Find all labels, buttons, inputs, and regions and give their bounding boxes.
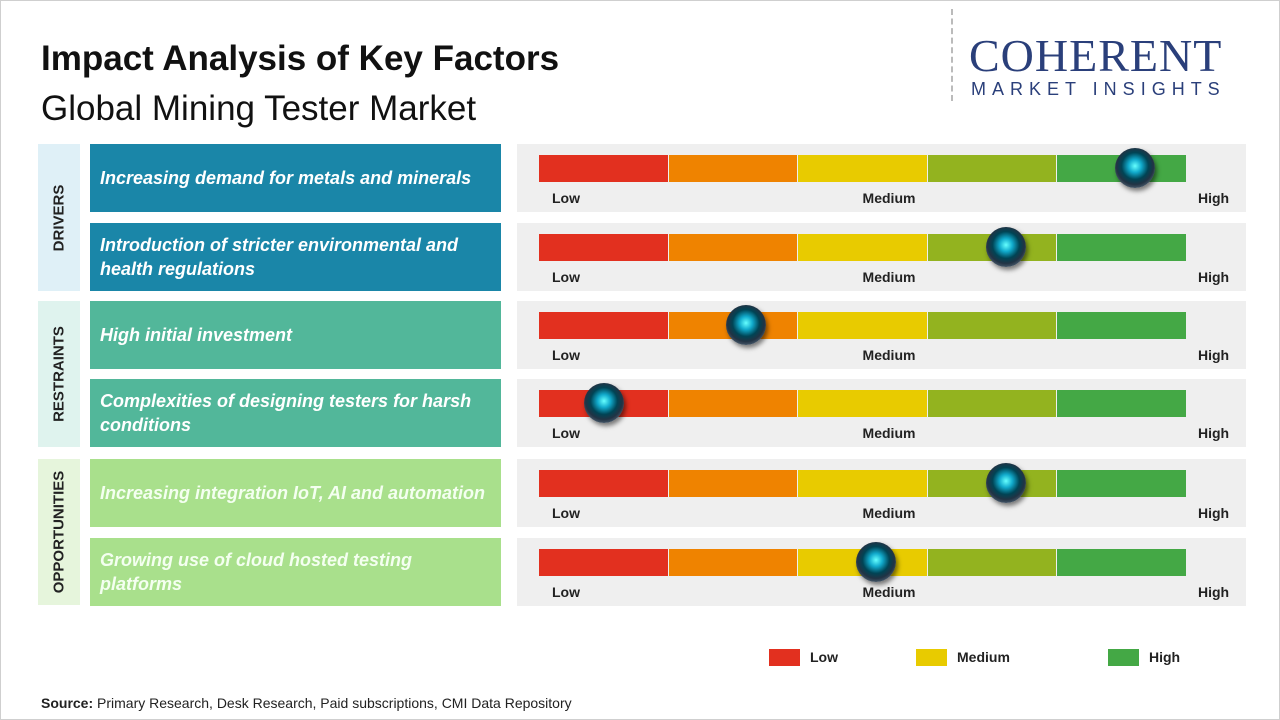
factor-box: Growing use of cloud hosted testing plat… xyxy=(90,538,501,606)
factor-text: Growing use of cloud hosted testing plat… xyxy=(100,550,413,594)
scale-label: Medium xyxy=(862,505,916,521)
impact-knob xyxy=(985,463,1026,503)
logo-name: COHERENT xyxy=(969,30,1223,81)
scale-label: High xyxy=(1198,425,1230,441)
scale-label: High xyxy=(1198,584,1230,600)
scale-segment xyxy=(927,312,1057,339)
scale-segment xyxy=(668,390,798,417)
scale-segment xyxy=(798,312,927,339)
scale-label: Medium xyxy=(862,269,916,285)
divider xyxy=(951,9,953,101)
factor-text: Increasing demand for metals and mineral… xyxy=(100,168,472,188)
scale-segment xyxy=(1057,390,1186,417)
scale-label: High xyxy=(1198,347,1230,363)
group-label-box: RESTRAINTS xyxy=(38,301,80,447)
scale-segment xyxy=(1057,470,1186,497)
scale-segment xyxy=(798,234,927,261)
scale-label: Low xyxy=(552,505,580,521)
scale-label: High xyxy=(1198,190,1230,206)
scale-label: Medium xyxy=(862,347,916,363)
factor-text: Introduction of stricter environmental a… xyxy=(100,235,459,279)
impact-knob xyxy=(855,542,896,582)
scale-label: Low xyxy=(552,347,580,363)
scale-label: Low xyxy=(552,269,580,285)
legend-swatch xyxy=(916,649,947,666)
scale-segment xyxy=(539,312,668,339)
scale-segment xyxy=(668,470,798,497)
impact-knob xyxy=(985,227,1026,267)
scale-segment xyxy=(1057,312,1186,339)
scale-segment xyxy=(539,470,668,497)
factor-text: Increasing integration IoT, AI and autom… xyxy=(100,483,486,503)
scale-segment xyxy=(798,470,927,497)
scale-segment xyxy=(668,549,798,576)
scale-label: Low xyxy=(552,584,580,600)
scale-label: Low xyxy=(552,425,580,441)
factor-text: Complexities of designing testers for ha… xyxy=(100,391,472,435)
scale-segment xyxy=(1057,549,1186,576)
scale-label: High xyxy=(1198,505,1230,521)
factor-box: Introduction of stricter environmental a… xyxy=(90,223,501,291)
factor-box: Complexities of designing testers for ha… xyxy=(90,379,501,447)
scale-label: Medium xyxy=(862,190,916,206)
impact-knob xyxy=(583,383,624,423)
factor-box: Increasing demand for metals and mineral… xyxy=(90,144,501,212)
title: Impact Analysis of Key Factors xyxy=(41,39,560,78)
logo-tagline: MARKET INSIGHTS xyxy=(971,79,1226,99)
source-text: Primary Research, Desk Research, Paid su… xyxy=(97,695,572,711)
scale-segment xyxy=(668,155,798,182)
scale-label: Low xyxy=(552,190,580,206)
legend-swatch xyxy=(1108,649,1139,666)
legend-label: Low xyxy=(810,649,838,665)
group-label: OPPORTUNITIES xyxy=(50,470,68,594)
factor-box: High initial investment xyxy=(90,301,501,369)
scale-segment xyxy=(1057,234,1186,261)
scale-segment xyxy=(798,155,927,182)
impact-knob xyxy=(726,305,767,345)
impact-knob xyxy=(1115,148,1156,188)
legend-label: Medium xyxy=(957,649,1010,665)
group-label-box: DRIVERS xyxy=(38,144,80,291)
legend-swatch xyxy=(769,649,800,666)
legend-label: High xyxy=(1149,649,1181,665)
scale-segment xyxy=(927,549,1057,576)
scale-segment xyxy=(539,155,668,182)
group-label: DRIVERS xyxy=(50,184,68,251)
group-label: RESTRAINTS xyxy=(50,326,68,422)
scale-label: Medium xyxy=(862,425,916,441)
scale-segment xyxy=(798,390,927,417)
subtitle: Global Mining Tester Market xyxy=(41,89,477,128)
scale-segment xyxy=(927,155,1057,182)
scale-label: Medium xyxy=(862,584,916,600)
scale-label: High xyxy=(1198,269,1230,285)
source: Source: Primary Research, Desk Research,… xyxy=(41,695,572,711)
scale-segment xyxy=(539,234,668,261)
scale-segment xyxy=(668,234,798,261)
source-label: Source: xyxy=(41,695,94,711)
scale-segment xyxy=(539,549,668,576)
factor-text: High initial investment xyxy=(100,325,293,345)
group-label-box: OPPORTUNITIES xyxy=(38,459,80,605)
factor-box: Increasing integration IoT, AI and autom… xyxy=(90,459,501,527)
scale-segment xyxy=(927,390,1057,417)
